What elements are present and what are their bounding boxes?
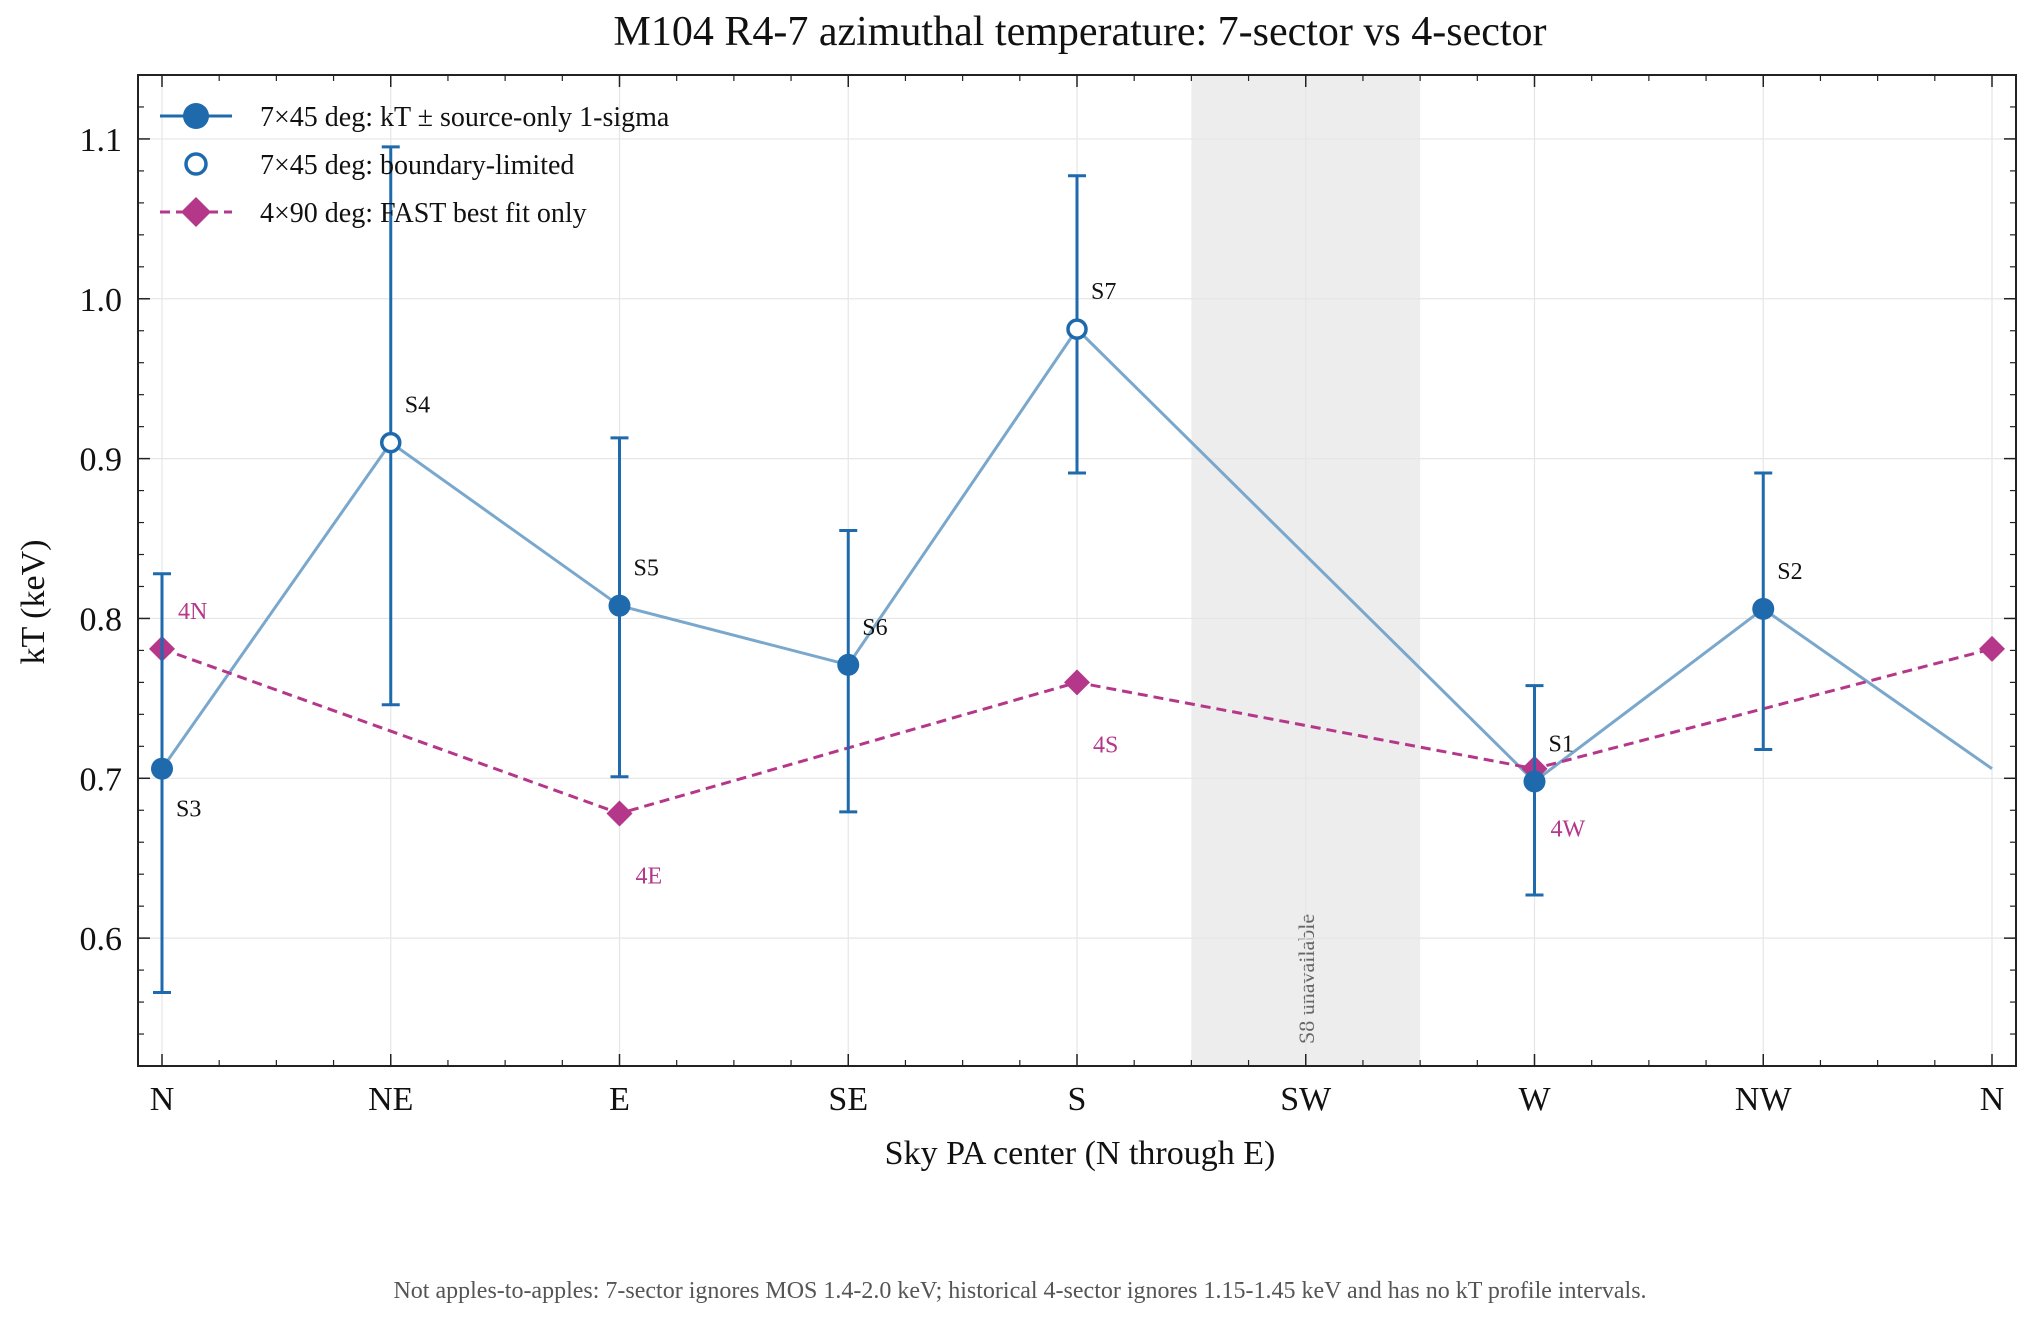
- x-tick-label: S: [1068, 1081, 1087, 1118]
- series-7sector-point-boundary: [380, 431, 402, 454]
- legend-marker: [181, 197, 211, 227]
- series-7sector-line: [160, 326, 1993, 784]
- x-tick-label: N: [150, 1081, 175, 1118]
- legend-marker: [184, 152, 208, 176]
- series-7sector-point: [1523, 770, 1546, 793]
- y-tick-label: 0.9: [80, 442, 123, 479]
- y-tick-label: 1.0: [80, 282, 123, 319]
- x-tick-label: SW: [1280, 1081, 1332, 1118]
- series-7sector-point: [608, 594, 631, 617]
- y-tick-label: 0.7: [80, 761, 123, 798]
- legend: 7×45 deg: kT ± source-only 1-sigma 7×45 d…: [160, 102, 670, 229]
- point-label-7sector: S2: [1777, 559, 1802, 585]
- legend-marker: [183, 103, 209, 129]
- series-4sector-point: [1064, 669, 1090, 696]
- point-label-7sector: S7: [1091, 279, 1116, 305]
- y-tick-label: 1.1: [80, 122, 123, 159]
- x-axis-label: Sky PA center (N through E): [885, 1135, 1276, 1172]
- x-tick-label: NW: [1735, 1081, 1793, 1118]
- y-axis-label: kT (keV): [15, 540, 52, 665]
- footnote: Not apples-to-apples: 7-sector ignores M…: [393, 1278, 1646, 1304]
- point-label-4sector: 4S: [1093, 732, 1118, 758]
- series-4sector-point: [1979, 635, 2005, 662]
- legend-label: 7×45 deg: boundary-limited: [260, 150, 574, 181]
- y-tick-label: 0.6: [80, 921, 123, 958]
- point-label-7sector: S6: [862, 615, 887, 641]
- point-label-7sector: S1: [1549, 731, 1574, 757]
- x-tick-label: E: [609, 1081, 630, 1118]
- series-7sector-point: [151, 757, 173, 780]
- series-7sector-point: [837, 653, 860, 676]
- chart-title: M104 R4-7 azimuthal temperature: 7-secto…: [613, 9, 1546, 55]
- point-label-4sector: 4W: [1551, 817, 1586, 843]
- series-7sector-point: [1752, 597, 1775, 620]
- x-tick-label: NE: [368, 1081, 413, 1118]
- series-7sector-point-boundary: [1066, 318, 1088, 340]
- point-label-4sector: 4E: [636, 863, 663, 889]
- y-tick-label: 0.8: [80, 601, 123, 638]
- point-label-7sector: S4: [405, 393, 430, 419]
- point-label-4sector: 4N: [178, 599, 207, 625]
- x-tick-label: SE: [828, 1081, 868, 1118]
- legend-label: 7×45 deg: kT ± source-only 1-sigma: [260, 102, 670, 133]
- x-tick-label: W: [1518, 1081, 1551, 1118]
- series-4sector-point: [606, 800, 633, 827]
- x-tick-label: N: [1980, 1081, 2005, 1118]
- legend-label: 4×90 deg: FAST best fit only: [260, 198, 587, 229]
- point-label-7sector: S3: [176, 797, 201, 823]
- point-label-7sector: S5: [634, 556, 659, 582]
